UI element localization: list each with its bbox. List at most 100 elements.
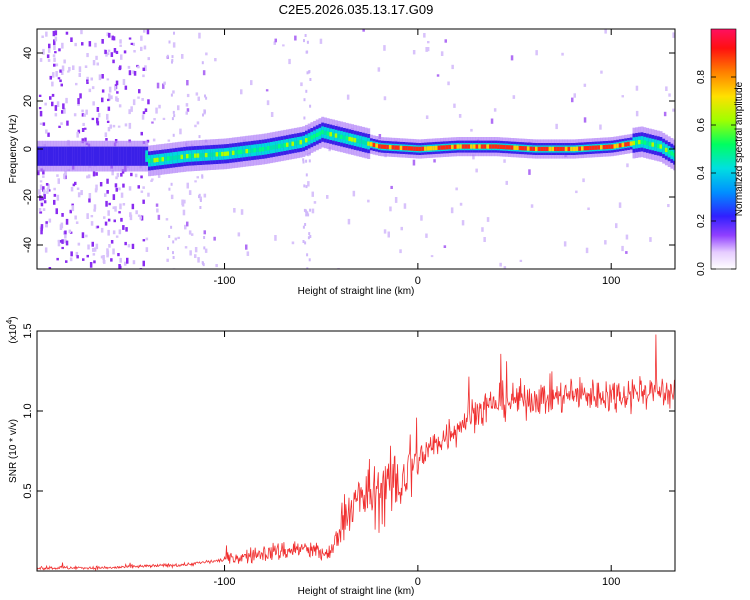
noise-dot [150,179,153,182]
ridge-core [562,146,566,152]
noise-dot [194,247,198,253]
noise-dot [56,174,59,177]
noise-dot [308,159,311,163]
noise-dot [156,208,159,213]
colorbar-tick-label: 0.2 [696,214,707,228]
ridge-core [464,144,468,149]
noise-dot [294,35,297,41]
noise-dot [111,170,114,176]
noise-dot [101,74,104,79]
ridge-core [659,144,663,149]
ridge-core [388,145,392,150]
ridge-band [104,146,108,166]
ridge-band [53,146,57,166]
noise-dot [166,54,169,58]
noise-dot [668,93,671,97]
ridge-core [524,146,528,151]
ridge-band [139,146,143,166]
noise-dot [306,267,309,269]
ridge-core [150,158,154,163]
ridge-core [394,145,398,150]
noise-dot [49,75,52,80]
noise-dot [306,211,309,215]
noise-dot [304,241,307,245]
ridge-core [526,146,530,151]
noise-dot [618,202,622,208]
noise-dot [181,201,185,207]
noise-dot [425,233,428,238]
noise-dot [202,70,206,76]
ridge-core [627,141,631,147]
noise-dot [96,62,99,66]
noise-dot [53,39,56,46]
noise-dot [52,72,55,78]
noise-dot [128,186,132,191]
noise-dot [92,171,96,177]
noise-dot [144,108,148,112]
noise-dot [194,254,197,258]
noise-dot [61,213,64,217]
noise-dot [172,256,175,259]
noise-dot [120,217,123,222]
noise-dot [92,248,95,252]
noise-dot [96,121,100,126]
noise-dot [73,113,77,117]
noise-dot [307,181,310,187]
noise-dot [108,244,111,248]
ridge-core [637,140,641,145]
noise-dot [54,51,57,54]
noise-dot [604,240,607,245]
noise-dot [61,71,64,75]
noise-dot [127,244,131,248]
noise-dot [83,113,86,117]
noise-dot [100,255,104,259]
ridge-core [486,144,490,149]
ridge-band [112,146,116,166]
noise-dot [43,194,46,200]
noise-dot [86,213,89,219]
noise-dot [184,224,187,230]
noise-dot [190,233,194,236]
noise-dot [51,93,55,97]
noise-dot [168,40,171,44]
noise-dot [58,48,61,52]
ridge-core [342,135,346,140]
ridge-core [305,138,308,143]
noise-dot [86,175,89,179]
noise-dot [188,190,192,195]
noise-dot [61,110,64,114]
ridge-core [443,145,446,150]
ridge-core [332,132,335,137]
noise-dot [663,111,667,117]
noise-dot [140,35,143,41]
noise-dot [89,262,93,268]
noise-dot [92,60,96,66]
noise-dot [505,180,508,185]
noise-dot [196,121,200,125]
noise-dot [128,122,132,129]
noise-dot [46,187,50,192]
noise-dot [90,77,93,81]
noise-dot [433,159,436,163]
noise-dot [107,106,111,111]
ridge-core [315,132,319,137]
noise-dot [306,71,309,75]
noise-dot [130,172,133,177]
ridge-core [478,144,482,149]
colorbar-ticks: 0.0 0.2 0.4 0.6 0.8 [696,70,736,276]
noise-dot [61,246,64,250]
ridge-core [529,146,533,151]
noise-dot [412,159,416,166]
ridge-core [407,146,411,151]
noise-dot [119,39,122,44]
x-tick-label: 100 [602,275,620,287]
noise-dot [90,215,94,218]
ridge-core [499,144,503,149]
noise-dot [119,257,122,263]
x-tick-label: 0 [415,576,421,588]
noise-dot [115,187,118,192]
noise-dot [198,135,201,139]
noise-dot [141,114,145,120]
noise-dot [105,200,108,207]
noise-dot [95,172,98,176]
